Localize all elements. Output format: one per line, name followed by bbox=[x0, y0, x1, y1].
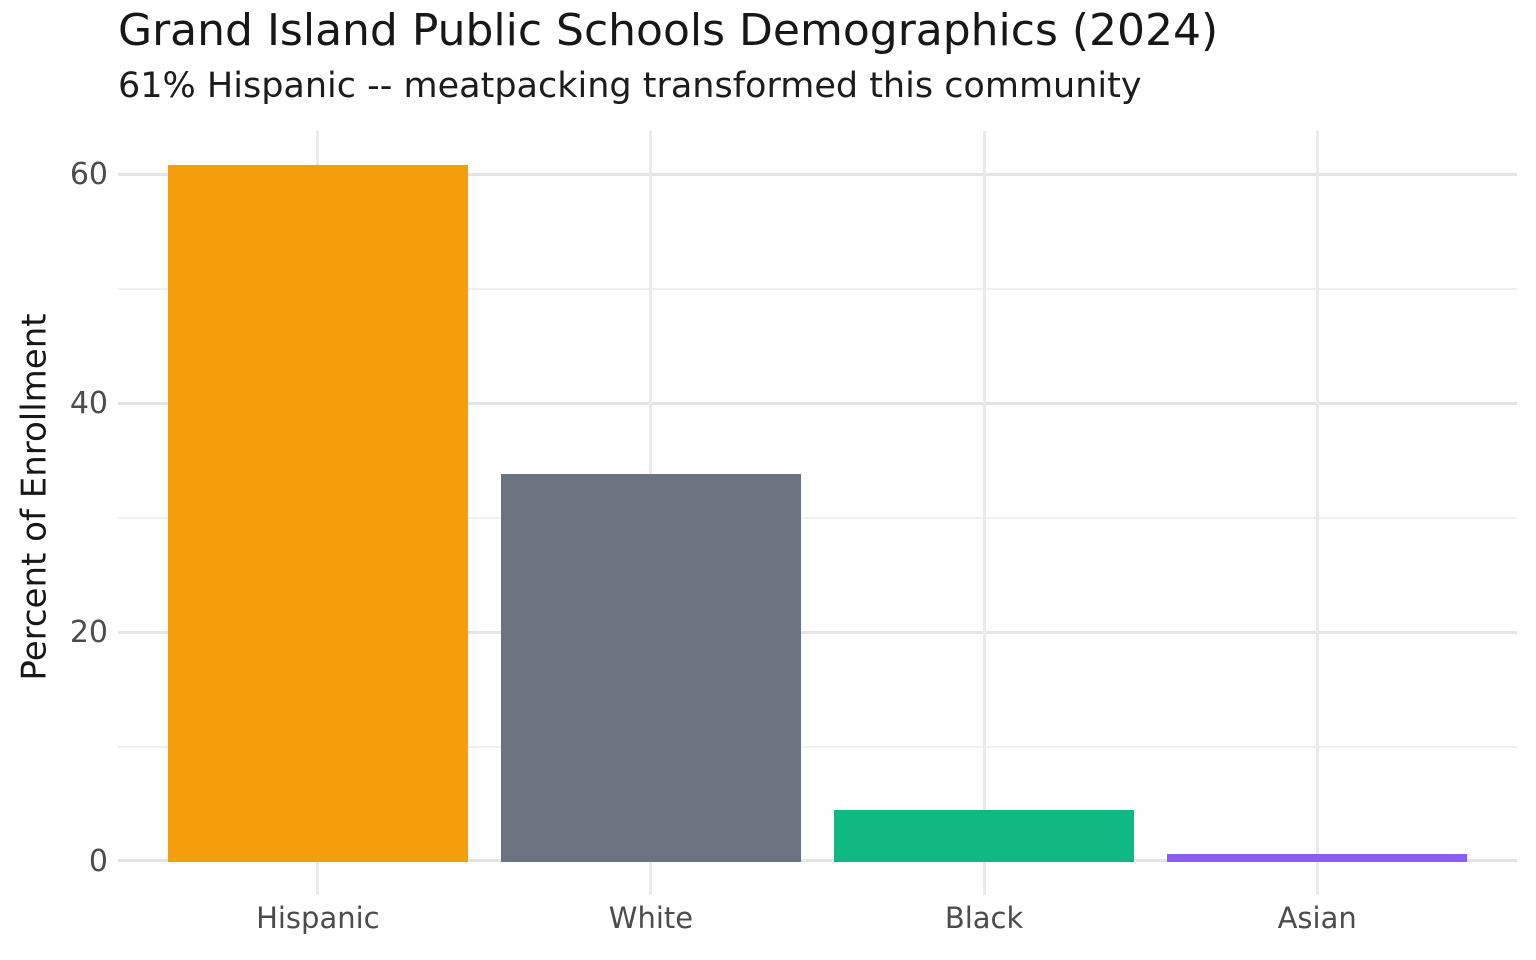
chart-subtitle: 61% Hispanic -- meatpacking transformed … bbox=[118, 66, 1142, 106]
gridline-x-asian bbox=[1315, 131, 1319, 862]
gridline-minor-y-10 bbox=[118, 746, 1517, 749]
chart-title: Grand Island Public Schools Demographics… bbox=[118, 5, 1219, 56]
gridline-major-y-40 bbox=[118, 402, 1517, 406]
x-tick-black bbox=[982, 862, 986, 895]
x-tick-white bbox=[649, 862, 653, 895]
x-tick-asian bbox=[1315, 862, 1319, 895]
y-axis-title: Percent of Enrollment bbox=[0, 131, 70, 862]
y-tick-label-0: 0 bbox=[88, 844, 108, 879]
y-tick-label-20: 20 bbox=[69, 614, 108, 650]
x-category-label-hispanic: Hispanic bbox=[256, 901, 380, 935]
plot-panel bbox=[118, 131, 1517, 862]
y-tick-label-60: 60 bbox=[69, 156, 108, 192]
bar-black bbox=[834, 810, 1134, 862]
bar-asian bbox=[1167, 853, 1468, 862]
gridline-major-y-60 bbox=[118, 173, 1517, 177]
x-category-label-white: White bbox=[608, 901, 694, 935]
gridline-major-y-0 bbox=[118, 859, 1517, 862]
bar-white bbox=[501, 473, 801, 862]
bar-hispanic bbox=[167, 165, 468, 862]
gridline-x-black bbox=[982, 131, 986, 862]
x-tick-hispanic bbox=[316, 862, 320, 895]
x-category-label-black: Black bbox=[944, 901, 1024, 935]
gridline-minor-y-50 bbox=[118, 288, 1517, 291]
gridline-minor-y-30 bbox=[118, 517, 1517, 520]
gridline-major-y-20 bbox=[118, 631, 1517, 635]
x-category-label-asian: Asian bbox=[1277, 901, 1357, 935]
y-tick-label-40: 40 bbox=[69, 385, 108, 421]
